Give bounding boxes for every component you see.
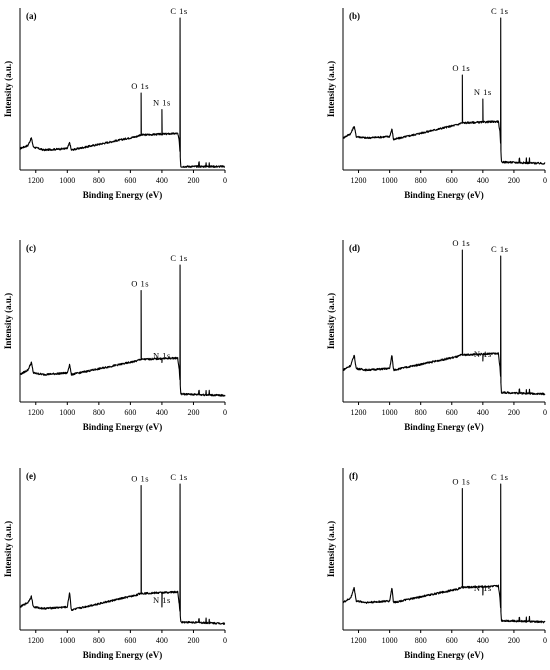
x-tick-label: 0 — [223, 176, 227, 185]
x-tick-label: 600 — [124, 408, 136, 417]
panel-label: (c) — [26, 243, 36, 253]
x-tick-label: 400 — [477, 176, 489, 185]
y-axis-title: Intensity (a.u.) — [326, 61, 336, 117]
x-tick-label: 0 — [223, 408, 227, 417]
x-tick-label: 600 — [124, 176, 136, 185]
x-tick-label: 800 — [415, 636, 427, 645]
x-tick-label: 200 — [187, 636, 199, 645]
x-tick-label: 600 — [446, 176, 458, 185]
spectrum-line — [342, 249, 546, 396]
x-tick-label: 1200 — [351, 636, 367, 645]
x-axis-title: Binding Energy (eV) — [83, 190, 163, 200]
x-axis-title: Binding Energy (eV) — [404, 190, 484, 200]
x-tick-label: 800 — [93, 176, 105, 185]
x-tick-label: 1200 — [28, 176, 44, 185]
spectrum-line — [342, 17, 546, 165]
x-tick-label: 400 — [156, 176, 168, 185]
x-axis-title: Binding Energy (eV) — [404, 422, 484, 432]
x-tick-label: 0 — [543, 408, 547, 417]
x-tick-label: 200 — [508, 176, 520, 185]
x-tick-label: 200 — [187, 408, 199, 417]
spectrum-line — [19, 264, 226, 397]
y-axis-title: Intensity (a.u.) — [3, 293, 13, 349]
x-tick-label: 800 — [415, 408, 427, 417]
y-axis-title: Intensity (a.u.) — [326, 293, 336, 349]
chart-panel-b: 1200 1000 800 600 400 200 0 Binding Energy (eV)… — [326, 6, 547, 200]
x-tick-label: 1000 — [382, 636, 398, 645]
chart-panel-a: 1200 1000 800 600 400 200 0 Binding Energy (eV)… — [3, 6, 227, 200]
spectrum-line — [342, 483, 546, 624]
peak-label-n1s: N 1s — [474, 583, 492, 593]
x-axis-title: Binding Energy (eV) — [83, 422, 163, 432]
peak-label-c1s: C 1s — [491, 472, 508, 482]
x-tick-label: 800 — [93, 408, 105, 417]
panel-label: (d) — [349, 243, 360, 253]
x-tick-label: 0 — [543, 176, 547, 185]
peak-label-c1s: C 1s — [491, 244, 508, 254]
panel-label: (a) — [26, 11, 37, 21]
peak-label-o1s: O 1s — [452, 238, 470, 248]
chart-panel-e: 1200 1000 800 600 400 200 0 Binding Energy (eV)… — [3, 468, 227, 660]
x-tick-label: 1200 — [28, 408, 44, 417]
x-tick-label: 800 — [93, 636, 105, 645]
panel-label: (e) — [26, 471, 36, 481]
peak-label-c1s: C 1s — [491, 6, 508, 16]
peak-label-c1s: C 1s — [170, 253, 187, 263]
chart-panel-c: 1200 1000 800 600 400 200 0 Binding Energy (eV)… — [3, 240, 227, 432]
x-tick-label: 0 — [223, 636, 227, 645]
x-tick-label: 1000 — [382, 176, 398, 185]
y-axis-title: Intensity (a.u.) — [3, 61, 13, 117]
x-tick-label: 1200 — [351, 408, 367, 417]
x-tick-label: 400 — [477, 636, 489, 645]
x-tick-label: 1000 — [59, 176, 75, 185]
y-axis-title: Intensity (a.u.) — [3, 521, 13, 577]
x-tick-label: 400 — [477, 408, 489, 417]
peak-label-o1s: O 1s — [131, 81, 149, 91]
peak-label-n1s: N 1s — [153, 98, 171, 108]
peak-label-n1s: N 1s — [153, 351, 171, 361]
peak-label-n1s: N 1s — [474, 87, 492, 97]
panel-label: (f) — [349, 471, 358, 481]
x-tick-label: 600 — [446, 636, 458, 645]
peak-label-c1s: C 1s — [170, 6, 187, 16]
x-tick-label: 800 — [415, 176, 427, 185]
chart-panel-d: 1200 1000 800 600 400 200 0 Binding Energy (eV)… — [326, 238, 547, 432]
peak-label-n1s: N 1s — [474, 349, 492, 359]
y-axis-title: Intensity (a.u.) — [326, 521, 336, 577]
x-tick-label: 400 — [156, 636, 168, 645]
x-tick-label: 1200 — [351, 176, 367, 185]
x-axis-title: Binding Energy (eV) — [83, 650, 163, 660]
peak-label-o1s: O 1s — [452, 477, 470, 487]
spectrum-line — [19, 483, 226, 625]
x-tick-label: 1200 — [28, 636, 44, 645]
peak-label-n1s: N 1s — [153, 595, 171, 605]
peak-label-o1s: O 1s — [131, 279, 149, 289]
x-tick-label: 1000 — [59, 408, 75, 417]
spectrum-line — [19, 17, 226, 168]
x-tick-label: 0 — [543, 636, 547, 645]
peak-label-o1s: O 1s — [452, 63, 470, 73]
peak-label-o1s: O 1s — [131, 474, 149, 484]
x-tick-label: 1000 — [382, 408, 398, 417]
peak-label-c1s: C 1s — [170, 472, 187, 482]
chart-panel-f: 1200 1000 800 600 400 200 0 Binding Energy (eV)… — [326, 468, 547, 660]
x-tick-label: 200 — [187, 176, 199, 185]
x-tick-label: 1000 — [59, 636, 75, 645]
x-tick-label: 200 — [508, 636, 520, 645]
x-tick-label: 400 — [156, 408, 168, 417]
x-tick-label: 200 — [508, 408, 520, 417]
x-axis-title: Binding Energy (eV) — [404, 650, 484, 660]
x-tick-label: 600 — [124, 636, 136, 645]
x-tick-label: 600 — [446, 408, 458, 417]
panel-label: (b) — [349, 11, 360, 21]
